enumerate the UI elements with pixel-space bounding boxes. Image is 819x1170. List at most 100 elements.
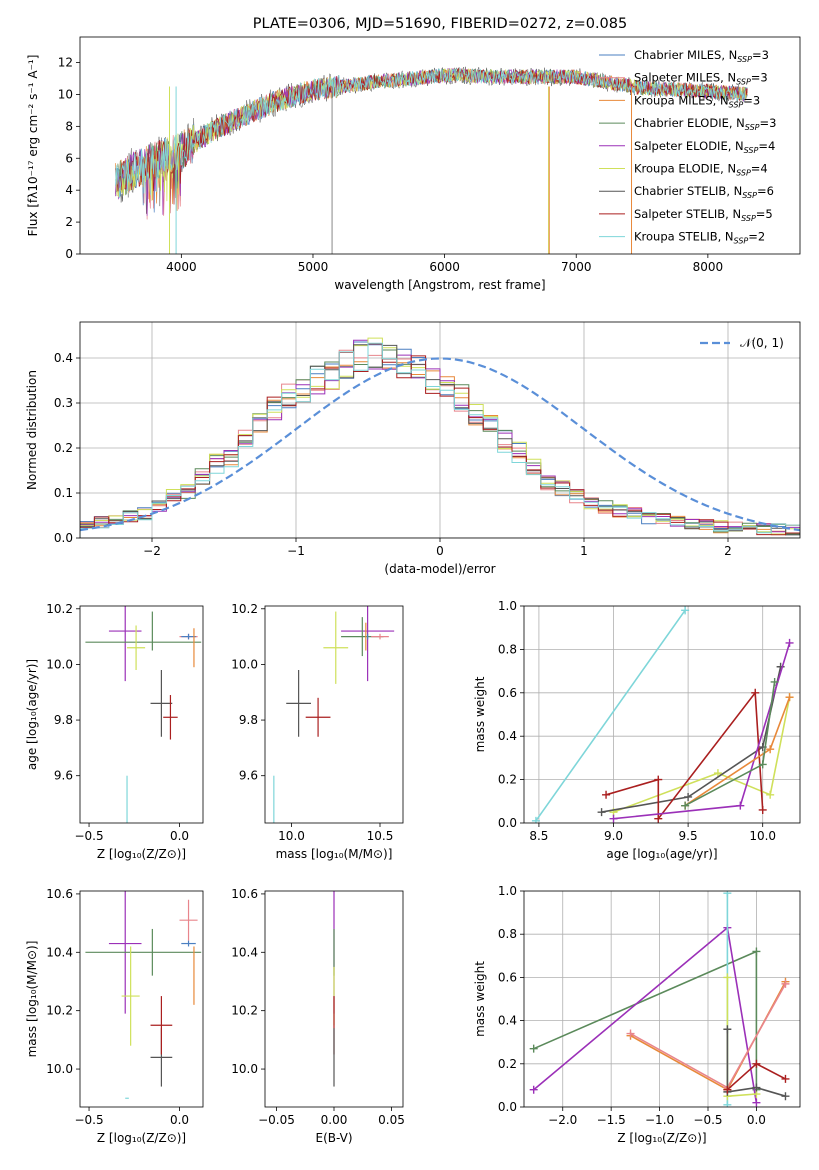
weight-line [601,666,782,813]
y-tick-label: 0.6 [498,970,517,984]
weight-marker [776,662,785,671]
panel-residual-histogram: −2 −1 0 1 2 0.0 0.1 0.2 0.3 0.4 (data-model)/error… [25,321,801,576]
x-axis-label: mass [log₁₀(M/M⊙)] [276,847,393,861]
y-tick-label: 0.0 [54,531,73,545]
y-tick-label: 9.6 [54,769,73,783]
weight-series [723,973,761,1101]
x-tick-label: 0 [436,544,444,558]
y-tick-label: 10.6 [46,887,73,901]
y-tick-label: 10 [58,87,73,101]
weight-marker [654,775,663,784]
weight-marker [602,790,611,799]
y-tick-label: 10.0 [46,1062,73,1076]
y-tick-label: 2 [65,215,73,229]
y-tick-label: 0.4 [498,729,517,743]
y-tick-label: 0.6 [498,686,517,700]
y-tick-label: 0.3 [54,396,73,410]
x-tick-label: −1.0 [645,1113,674,1127]
weight-marker [781,1092,790,1101]
normal-curve [80,357,800,532]
y-tick-label: 0.4 [54,351,73,365]
plot-area [115,66,748,254]
legend-entry: Salpeter STELIB, NSSP=5 [634,207,773,223]
weight-line [535,609,686,822]
y-tick-label: 10.0 [231,1062,258,1076]
y-tick-label: 0.0 [498,1100,517,1114]
weight-marker [723,973,732,982]
weight-marker [723,1100,732,1107]
axes-frame [264,605,404,824]
y-axis-label: Normed distribution [25,370,39,490]
weight-line [533,926,758,1103]
weight-series [597,662,785,817]
y-tick-label: 0.0 [498,816,517,830]
y-tick-label: 1.0 [498,599,517,613]
legend-entry: Chabrier MILES, NSSP=3 [634,48,769,64]
x-tick-label: −2 [143,544,161,558]
errorbar-point [150,996,173,1055]
x-tick-label: 8.5 [529,829,548,843]
axes-frame [523,605,801,824]
errorbar-point [121,946,140,1046]
errorbar-point [108,891,142,1014]
weight-marker [609,814,618,823]
axes-frame [523,890,801,1108]
y-tick-label: 6 [65,151,73,165]
x-tick-label: 9.5 [679,829,698,843]
weight-marker [752,1098,761,1107]
y-tick-label: 0.2 [498,773,517,787]
x-tick-label: 5000 [298,260,329,274]
x-tick-label: 0.05 [378,1113,405,1127]
y-axis-label: age [log₁₀(age/yr)] [25,659,39,770]
weight-marker [751,688,760,697]
legend: Chabrier MILES, NSSP=3 Salpeter MILES, NS… [599,48,776,246]
plot-area [85,606,202,823]
y-tick-label: 0.1 [54,486,73,500]
plot-area [80,322,800,538]
errorbar-point [163,695,178,740]
weight-marker [626,1029,635,1038]
errorbar-point [286,669,311,737]
y-axis-label: mass weight [473,961,487,1037]
x-tick-label: 8000 [693,260,724,274]
y-tick-label: 4 [65,183,73,197]
errorbar-point [127,625,146,670]
y-tick-label: 9.6 [239,769,258,783]
panel-age-vs-z: −0.5 0.0 9.6 9.8 10.0 10.2 Z [log₁₀(Z/Z⊙)] age … [25,602,204,861]
weight-marker [752,1059,761,1068]
weight-series [681,677,779,810]
y-axis-label: Flux [fλ10⁻¹⁷ erg cm⁻² s⁻¹ A⁻¹] [26,55,40,237]
y-tick-label: 9.8 [54,713,73,727]
weight-series [681,693,794,810]
weight-line [613,696,791,813]
y-tick-label: 0.8 [498,642,517,656]
errorbar-point [305,697,331,737]
y-axis-label: mass weight [473,676,487,752]
y-tick-label: 0 [65,247,73,261]
y-tick-label: 0.2 [54,441,73,455]
panel-age-vs-mass: 10.0 10.5 9.6 9.8 10.0 10.2 mass [log₁₀(M/M⊙)] [231,602,404,861]
x-tick-label: −1.5 [597,1113,626,1127]
weight-marker [781,1074,790,1083]
x-tick-label: −0.5 [693,1113,722,1127]
plot-area [85,891,202,1099]
errorbar-point [179,899,198,941]
weight-series [602,688,767,823]
errorbar-point [181,633,196,640]
x-tick-label: −0.5 [74,829,103,843]
x-tick-label: 0.0 [747,1113,766,1127]
errorbar-point [181,940,196,947]
x-axis-label: wavelength [Angstrom, rest frame] [334,278,545,292]
weight-marker [766,745,775,754]
panel-mass-vs-z: −0.5 0.0 10.0 10.2 10.4 10.6 Z [log₁₀(Z/Z⊙)] ma… [25,887,204,1145]
weight-marker [781,979,790,988]
y-tick-label: 9.8 [239,713,258,727]
y-tick-label: 0.4 [498,1014,517,1028]
legend-entry: Kroupa STELIB, NSSP=2 [634,230,765,246]
weight-marker [752,947,761,956]
y-tick-label: 10.2 [46,1004,73,1018]
weight-series [531,606,690,823]
histogram-series [80,342,800,538]
legend-entry: Chabrier ELODIE, NSSP=3 [634,116,776,132]
